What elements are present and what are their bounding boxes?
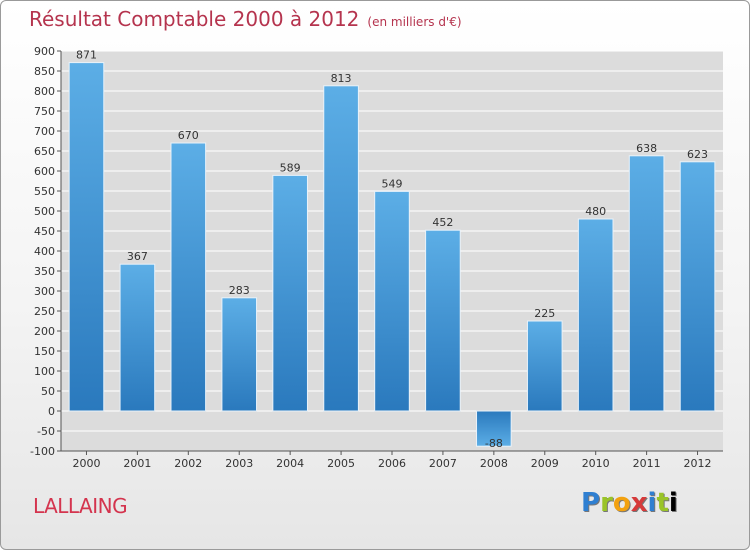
x-tick-label: 2003	[225, 457, 253, 470]
y-tick-label: 800	[34, 85, 55, 98]
value-label: 589	[280, 161, 301, 174]
y-tick-label: 250	[34, 305, 55, 318]
bar-2005	[323, 85, 359, 412]
y-tick-label: 400	[34, 245, 55, 258]
value-label: 813	[331, 72, 352, 85]
bar-2011	[628, 155, 665, 412]
logo-letter: r	[600, 488, 613, 518]
x-tick-label: 2008	[480, 457, 508, 470]
chart-subtitle: (en milliers d'€)	[367, 15, 462, 29]
value-label: 367	[127, 250, 148, 263]
logo-letter: t	[656, 488, 669, 518]
bar-2009	[526, 320, 563, 412]
value-label: 452	[432, 216, 453, 229]
x-tick-label: 2001	[123, 457, 151, 470]
y-tick-label: 900	[34, 45, 55, 58]
y-tick-label: 50	[41, 385, 55, 398]
proxiti-logo: Proxiti	[581, 488, 678, 518]
logo-letter: o	[612, 488, 631, 518]
x-tick-label: 2004	[276, 457, 304, 470]
value-label: 670	[178, 129, 199, 142]
value-label: -88	[485, 437, 503, 450]
x-axis: 2000 2001 2002 2003 2004 2005 2006 2007 2008 2009…	[72, 451, 712, 470]
value-label: 623	[687, 148, 708, 161]
value-label: 549	[382, 177, 403, 190]
bar-2000	[68, 62, 105, 412]
x-tick-label: 2007	[429, 457, 457, 470]
bar-2006	[374, 190, 410, 412]
chart-title: Résultat Comptable 2000 à 2012 (en millie…	[29, 7, 462, 31]
y-tick-label: 650	[34, 145, 55, 158]
y-tick-label: 150	[34, 345, 55, 358]
logo-letter: i	[647, 488, 657, 518]
y-tick-label: 850	[34, 65, 55, 78]
value-label: 480	[585, 205, 606, 218]
x-tick-label: 2011	[633, 457, 661, 470]
logo-letter: x	[630, 488, 648, 518]
y-tick-label: 300	[34, 285, 55, 298]
x-tick-label: 2006	[378, 457, 406, 470]
bar-2001	[119, 263, 156, 412]
y-tick-label: 200	[34, 325, 55, 338]
x-tick-label: 2002	[174, 457, 202, 470]
y-tick-label: 450	[34, 225, 55, 238]
y-axis: -100 -50 0 50 100 150 200 250 300 350 400 450 500 550…	[30, 45, 723, 458]
bar-2008	[476, 410, 512, 447]
bars	[68, 62, 716, 447]
bar-2007	[425, 229, 461, 412]
bar-2010	[577, 218, 614, 412]
value-label: 283	[229, 284, 250, 297]
logo-letter: i	[668, 488, 678, 518]
x-tick-label: 2012	[684, 457, 712, 470]
x-tick-label: 2009	[531, 457, 559, 470]
y-tick-label: 0	[48, 405, 55, 418]
x-tick-label: 2010	[582, 457, 610, 470]
y-tick-label: 550	[34, 185, 55, 198]
bar-2012	[679, 161, 716, 412]
y-tick-label: 750	[34, 105, 55, 118]
y-tick-label: 500	[34, 205, 55, 218]
y-tick-label: 700	[34, 125, 55, 138]
value-label: 225	[534, 307, 555, 320]
bar-2004	[272, 174, 308, 412]
y-tick-label: -100	[30, 445, 55, 458]
bar-2002	[170, 142, 207, 412]
value-label: 638	[636, 142, 657, 155]
commune-name: LALLAING	[33, 494, 128, 518]
value-label: 871	[76, 49, 97, 62]
bar-2003	[221, 297, 258, 412]
y-tick-label: 350	[34, 265, 55, 278]
logo-letter: P	[581, 488, 601, 518]
y-tick-label: 100	[34, 365, 55, 378]
value-labels: 871 367 670 283 589 813 549 452 -88 225 480 638 623	[76, 49, 708, 451]
y-tick-label: 600	[34, 165, 55, 178]
x-tick-label: 2005	[327, 457, 355, 470]
y-tick-label: -50	[37, 425, 55, 438]
chart-title-text: Résultat Comptable 2000 à 2012	[29, 7, 360, 31]
x-tick-label: 2000	[72, 457, 100, 470]
